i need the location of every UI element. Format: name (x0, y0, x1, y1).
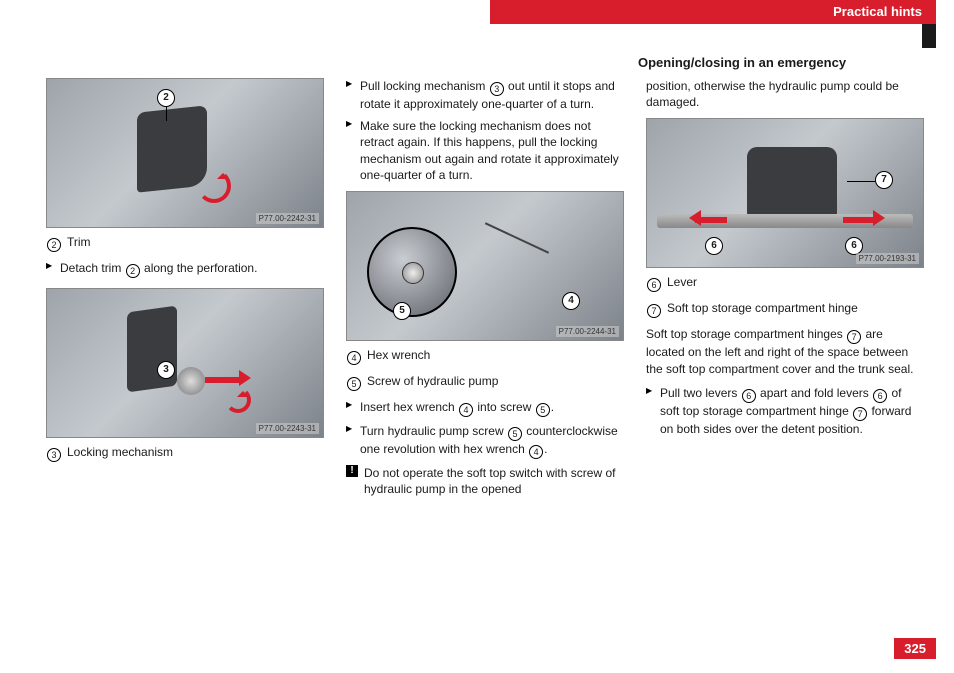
step-insert-wrench: Insert hex wrench 4 into screw 5. (346, 399, 624, 417)
step-pull-levers: Pull two levers 6 apart and fold levers … (646, 385, 924, 437)
legend-6: 6Lever (646, 275, 924, 292)
para-hinge-location: Soft top storage compartment hinges 7 ar… (646, 326, 924, 376)
legend-3: 3Locking mechanism (46, 445, 324, 462)
figure-hinge: 6 6 7 P77.00-2193-31 (646, 118, 924, 268)
section-title: Opening/closing in an emergency (638, 55, 846, 70)
step-retract-check: Make sure the locking mechanism does not… (346, 118, 624, 183)
legend-5: 5Screw of hydraulic pump (346, 374, 624, 391)
callout-5: 5 (393, 302, 411, 320)
step-turn-screw: Turn hydraulic pump screw 5 counterclock… (346, 423, 624, 459)
column-3: position, otherwise the hydraulic pump c… (646, 78, 924, 623)
callout-3: 3 (157, 361, 175, 379)
figure-watermark: P77.00-2243-31 (256, 423, 319, 434)
callout-6: 6 (705, 237, 723, 255)
callout-2: 2 (157, 89, 175, 107)
figure-trim: 2 P77.00-2242-31 (46, 78, 324, 228)
callout-4: 4 (562, 292, 580, 310)
chapter-header: Practical hints (490, 0, 936, 24)
figure-hex-wrench: 5 4 P77.00-2244-31 (346, 191, 624, 341)
step-pull-lock: Pull locking mechanism 3 out until it st… (346, 78, 624, 112)
column-2: Pull locking mechanism 3 out until it st… (346, 78, 624, 623)
page-content: 2 P77.00-2242-31 2Trim Detach trim 2 alo… (46, 78, 924, 623)
figure-locking-mech: 3 P77.00-2243-31 (46, 288, 324, 438)
warning-note: Do not operate the soft top switch with … (346, 465, 624, 497)
para-continuation: position, otherwise the hydraulic pump c… (646, 78, 924, 110)
figure-watermark: P77.00-2242-31 (256, 213, 319, 224)
legend-7: 7Soft top storage compartment hinge (646, 301, 924, 318)
step-detach-trim: Detach trim 2 along the perforation. (46, 260, 324, 278)
callout-7: 7 (875, 171, 893, 189)
edge-tab (922, 24, 936, 48)
page-number: 325 (894, 638, 936, 659)
figure-watermark: P77.00-2193-31 (856, 253, 919, 264)
figure-watermark: P77.00-2244-31 (556, 326, 619, 337)
legend-2: 2Trim (46, 235, 324, 252)
column-1: 2 P77.00-2242-31 2Trim Detach trim 2 alo… (46, 78, 324, 623)
legend-4: 4Hex wrench (346, 348, 624, 365)
